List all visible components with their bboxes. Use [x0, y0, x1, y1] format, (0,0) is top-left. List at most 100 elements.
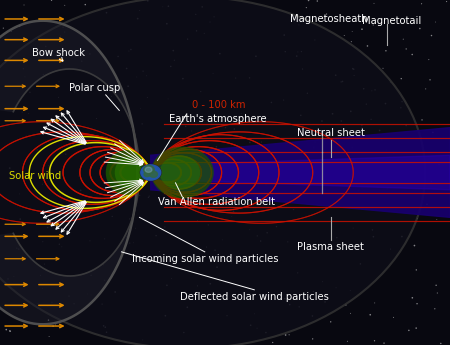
Point	[297, 112, 304, 118]
Circle shape	[145, 167, 152, 172]
Point	[165, 96, 172, 102]
Point	[213, 264, 220, 270]
Point	[39, 286, 46, 291]
Point	[418, 1, 425, 7]
Point	[262, 182, 270, 187]
Point	[224, 172, 231, 178]
Point	[6, 328, 13, 334]
Point	[167, 64, 174, 69]
Point	[37, 273, 44, 278]
Point	[261, 200, 268, 206]
Point	[413, 168, 420, 174]
Point	[258, 139, 265, 145]
Point	[134, 16, 141, 21]
Point	[174, 200, 181, 206]
Point	[344, 338, 351, 344]
Point	[127, 47, 135, 52]
Point	[262, 330, 270, 335]
Point	[290, 207, 297, 213]
Point	[230, 208, 237, 214]
Point	[400, 37, 407, 42]
Point	[290, 177, 297, 183]
Point	[311, 37, 319, 43]
Point	[363, 101, 370, 107]
Point	[222, 280, 229, 285]
Point	[346, 180, 353, 186]
Point	[8, 28, 15, 34]
Point	[346, 288, 354, 293]
Point	[428, 179, 435, 184]
Point	[114, 54, 122, 59]
Point	[257, 238, 264, 244]
Point	[398, 99, 405, 105]
Point	[27, 90, 34, 95]
Point	[56, 241, 63, 247]
Point	[45, 163, 53, 168]
Polygon shape	[0, 21, 140, 324]
Point	[411, 243, 418, 248]
Point	[246, 259, 253, 265]
Text: Deflected solar wind particles: Deflected solar wind particles	[180, 292, 328, 302]
Point	[369, 227, 376, 233]
Point	[246, 140, 253, 145]
Point	[44, 225, 51, 230]
Point	[139, 337, 146, 343]
Point	[216, 51, 224, 57]
Point	[129, 260, 136, 265]
Point	[264, 190, 271, 196]
Point	[296, 304, 303, 309]
Point	[50, 323, 57, 329]
Text: Magnetotail: Magnetotail	[362, 16, 421, 26]
Point	[252, 53, 260, 59]
Point	[266, 207, 273, 212]
Point	[20, 2, 27, 8]
Point	[422, 86, 429, 92]
Point	[349, 145, 356, 150]
Point	[294, 49, 302, 55]
Point	[205, 222, 212, 228]
Point	[76, 143, 83, 148]
Point	[75, 173, 82, 179]
Point	[403, 46, 410, 52]
Point	[222, 125, 229, 130]
Point	[87, 292, 94, 298]
Point	[207, 19, 214, 25]
Point	[309, 336, 316, 342]
Point	[273, 224, 280, 229]
Point	[246, 75, 253, 81]
Point	[0, 26, 7, 31]
Point	[116, 97, 123, 103]
Text: Incoming solar wind particles: Incoming solar wind particles	[131, 254, 278, 264]
Point	[208, 213, 215, 218]
Point	[17, 216, 24, 222]
Point	[418, 156, 425, 161]
Point	[34, 83, 41, 88]
Point	[358, 122, 365, 128]
Point	[101, 277, 108, 283]
Text: Polar cusp: Polar cusp	[69, 83, 120, 93]
Point	[21, 74, 28, 80]
Point	[110, 138, 117, 144]
Point	[414, 301, 421, 306]
Point	[87, 273, 94, 278]
Point	[10, 274, 18, 279]
Point	[126, 240, 133, 246]
Point	[119, 184, 126, 189]
Point	[341, 33, 348, 38]
Point	[71, 301, 78, 306]
Point	[314, 0, 321, 4]
Point	[44, 303, 51, 308]
Point	[348, 39, 355, 45]
Point	[139, 121, 146, 127]
Point	[185, 159, 192, 165]
Point	[286, 302, 293, 307]
Point	[414, 216, 421, 221]
Point	[350, 225, 357, 231]
Point	[103, 329, 110, 335]
Point	[224, 313, 231, 318]
Point	[319, 279, 326, 284]
Point	[101, 236, 108, 241]
Polygon shape	[151, 155, 450, 190]
Point	[232, 75, 239, 81]
Point	[133, 74, 140, 80]
